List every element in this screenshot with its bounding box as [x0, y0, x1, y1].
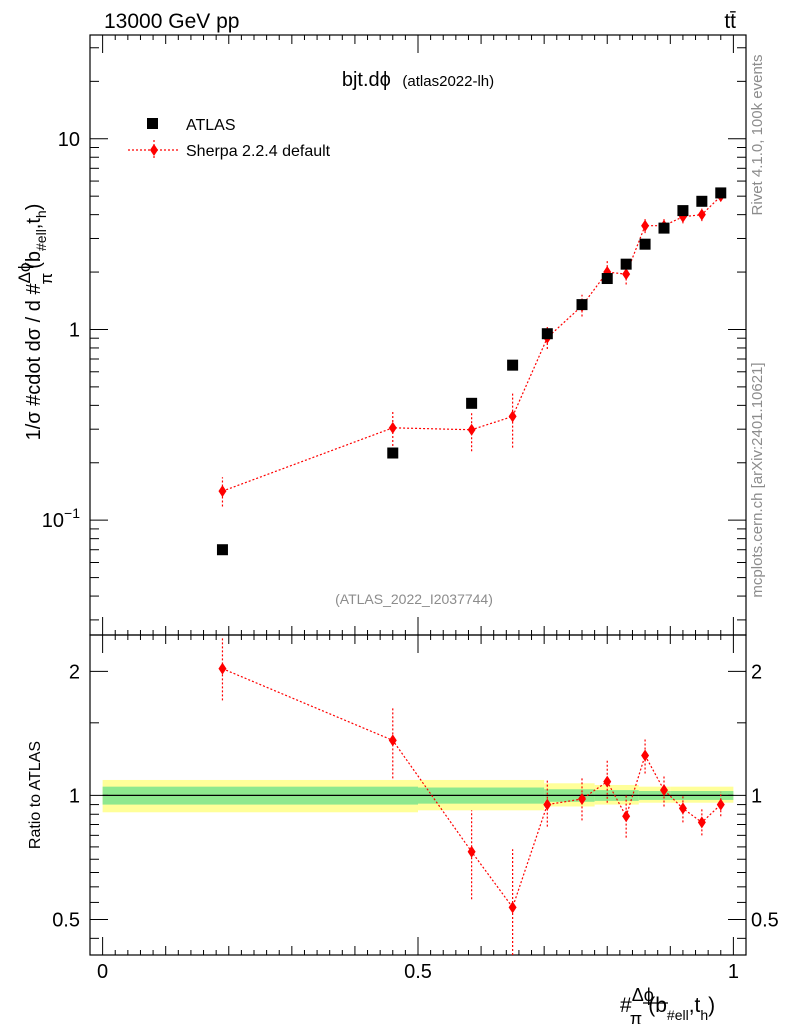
- main-ylabel-main: 1/σ #cdot dσ / d #: [23, 283, 45, 441]
- ratio-y-tick-label-right: 2: [751, 661, 762, 683]
- plot-title-suffix: (atlas2022-lh): [402, 73, 494, 90]
- ratio-sherpa-series: [218, 637, 725, 955]
- atlas-point: [576, 299, 588, 311]
- main-ylabel-mid: ,t: [23, 218, 45, 230]
- atlas-point: [639, 238, 651, 250]
- x-tick-label: 0.5: [404, 961, 432, 983]
- atlas-point: [601, 273, 613, 285]
- legend-atlas-label: ATLAS: [186, 117, 236, 134]
- sherpa-point: [388, 421, 397, 434]
- xlabel-close: ): [708, 994, 715, 1017]
- ratio-y-tick-label: 1: [69, 785, 80, 807]
- main-ylabel-paren: (b: [23, 251, 45, 269]
- analysis-watermark: (ATLAS_2022_I2037744): [335, 591, 493, 607]
- main-y-axis-label: 1/σ #cdot dσ / d #Δϕ π (b#ell,th): [15, 204, 56, 441]
- ratio-panel: 0.5 0.51 12 2 0 0.5 1 Ratio to ATLAS #Δϕ π(b#e…: [27, 634, 779, 1024]
- ratio-sherpa-point: [603, 775, 612, 788]
- atlas-point: [216, 544, 228, 556]
- sherpa-point: [218, 485, 227, 498]
- ratio-sherpa-point: [697, 816, 706, 829]
- xlabel-hash: #: [620, 994, 632, 1017]
- atlas-point: [507, 359, 519, 371]
- main-y-tick-label: 10−1: [42, 505, 80, 532]
- atlas-point: [677, 205, 689, 217]
- xlabel-frac-num: Δϕ: [632, 985, 654, 1005]
- ratio-sherpa-point: [641, 749, 650, 762]
- main-axis-ticks: [90, 35, 746, 635]
- ratio-y-tick-label: 2: [69, 661, 80, 683]
- x-tick-label: 0: [97, 961, 108, 983]
- sherpa-point: [622, 268, 631, 281]
- ratio-y-tick-labels: 0.5 0.5 1 1 2 2: [52, 661, 779, 931]
- ratio-y-tick-label: 0.5: [52, 909, 80, 931]
- xlabel-frac-den: π: [630, 1009, 642, 1024]
- xlabel-sub2: h: [700, 1007, 708, 1023]
- main-ylabel-sub2: h: [33, 210, 49, 218]
- atlas-point: [696, 195, 708, 207]
- main-ylabel-close: ): [23, 204, 45, 211]
- main-sherpa-series: [218, 189, 725, 507]
- main-y-tick-label: 1: [69, 319, 80, 341]
- process-label: tt̄: [724, 10, 736, 33]
- ratio-y-tick-label-right: 0.5: [751, 909, 779, 931]
- atlas-point: [387, 447, 399, 459]
- plot-title-main: bjt.dϕ: [342, 69, 391, 91]
- rivet-label: Rivet 4.1.0, 100k events: [749, 55, 766, 216]
- xlabel-mid: ,t: [689, 994, 701, 1017]
- ratio-sherpa-point: [218, 662, 227, 675]
- main-atlas-series: [216, 187, 727, 556]
- atlas-point: [466, 397, 478, 409]
- ratio-x-tick-labels: 0 0.5 1: [97, 961, 739, 983]
- atlas-point: [715, 187, 727, 199]
- ratio-sherpa-point: [508, 901, 517, 914]
- ratio-axis-ticks: [90, 635, 746, 955]
- ratio-sherpa-point: [678, 802, 687, 815]
- sherpa-point: [641, 219, 650, 232]
- main-ylabel-sub1: #ell: [33, 229, 49, 251]
- atlas-point: [658, 222, 670, 234]
- legend-sherpa-marker: [150, 144, 158, 156]
- legend: ATLAS Sherpa 2.2.4 default: [128, 117, 331, 160]
- main-ylabel-frac-num: Δϕ: [15, 263, 34, 284]
- legend-sherpa-label: Sherpa 2.2.4 default: [186, 143, 331, 160]
- sherpa-point: [697, 208, 706, 221]
- ratio-y-tick-label-right: 1: [751, 785, 762, 807]
- x-tick-label: 1: [728, 961, 739, 983]
- ratio-sherpa-point: [578, 793, 586, 806]
- ratio-y-axis-label: Ratio to ATLAS: [27, 741, 44, 849]
- ratio-sherpa-point: [467, 845, 476, 858]
- main-y-tick-base: 10: [58, 129, 80, 151]
- xlabel-sub1: #ell: [667, 1007, 689, 1023]
- main-y-tick-label: 10: [58, 129, 80, 151]
- mcplots-label: mcplots.cern.ch [arXiv:2401.10621]: [749, 362, 766, 597]
- plot-title: bjt.dϕ (atlas2022-lh): [342, 69, 494, 91]
- xlabel-paren: (b: [648, 994, 667, 1017]
- atlas-point: [620, 258, 632, 270]
- ratio-sherpa-point: [660, 784, 668, 797]
- atlas-point: [541, 328, 553, 340]
- ratio-sherpa-point: [543, 798, 552, 811]
- ratio-sherpa-point: [388, 734, 397, 747]
- main-y-tick-exp: −1: [64, 505, 80, 521]
- x-axis-label: #Δϕ π (b#ell,th): [620, 985, 715, 1024]
- ratio-sherpa-point: [716, 798, 725, 811]
- ratio-sherpa-point: [622, 810, 631, 823]
- sherpa-point: [467, 423, 476, 436]
- main-y-tick-base: 10: [42, 510, 64, 532]
- sherpa-point: [508, 410, 517, 423]
- energy-label: 13000 GeV pp: [104, 10, 239, 33]
- main-ylabel-frac-den: π: [37, 273, 56, 285]
- ratio-uncertainty-bands: [102, 779, 734, 813]
- main-y-tick-base: 1: [69, 319, 80, 341]
- legend-atlas-marker: [147, 118, 158, 129]
